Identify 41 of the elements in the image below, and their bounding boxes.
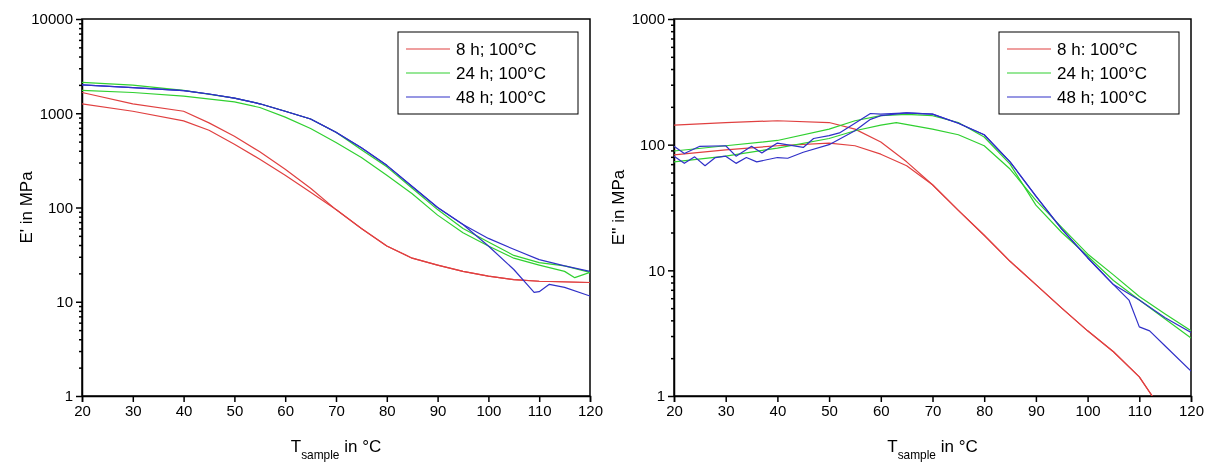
x-tick-label: 50: [226, 401, 244, 419]
x-tick-label: 20: [74, 401, 91, 419]
x-tick-label: 30: [124, 401, 142, 419]
y-tick-label: 10: [56, 293, 73, 311]
legend-label: 24 h; 100°C: [1057, 64, 1147, 83]
x-tick-label: 70: [924, 401, 942, 419]
x-tick-label: 80: [378, 401, 396, 419]
y-axis-title: E' in MPa: [17, 170, 36, 244]
y-tick-label: 100: [639, 135, 665, 153]
x-tick-label: 70: [328, 401, 345, 419]
x-tick-label: 100: [1075, 401, 1101, 419]
legend-label: 24 h; 100°C: [456, 64, 546, 83]
x-tick-label: 80: [976, 401, 994, 419]
x-tick-label: 60: [872, 401, 890, 419]
y-axis-title: E'' in MPa: [609, 169, 628, 246]
legend-label: 48 h; 100°C: [456, 88, 546, 107]
legend-label: 48 h; 100°C: [1057, 88, 1147, 107]
x-tick-label: 20: [666, 401, 683, 419]
y-tick-label: 1000: [39, 104, 73, 122]
x-tick-label: 90: [429, 401, 447, 419]
y-tick-label: 10: [648, 261, 665, 279]
x-axis-title: T$_{sample}$ in °C: [887, 437, 978, 462]
x-tick-label: 60: [277, 401, 295, 419]
x-tick-label: 110: [1127, 401, 1152, 419]
x-tick-label: 40: [175, 401, 193, 419]
x-axis-title: T$_{sample}$ in °C: [290, 437, 382, 462]
x-tick-label: 100: [476, 401, 502, 419]
legend-label: 8 h; 100°C: [456, 40, 537, 59]
x-tick-label: 30: [717, 401, 735, 419]
y-tick-label: 1: [64, 387, 73, 405]
y-tick-label: 1000: [631, 10, 665, 28]
x-tick-label: 120: [1178, 401, 1205, 419]
x-tick-label: 120: [577, 401, 604, 419]
legend-label: 8 h: 100°C: [1057, 40, 1138, 59]
x-tick-label: 50: [821, 401, 838, 419]
y-tick-label: 1: [656, 387, 665, 405]
x-tick-label: 40: [769, 401, 787, 419]
y-tick-label: 100: [47, 198, 73, 216]
x-tick-label: 110: [527, 401, 552, 419]
y-tick-label: 10000: [31, 10, 73, 28]
x-tick-label: 90: [1028, 401, 1045, 419]
